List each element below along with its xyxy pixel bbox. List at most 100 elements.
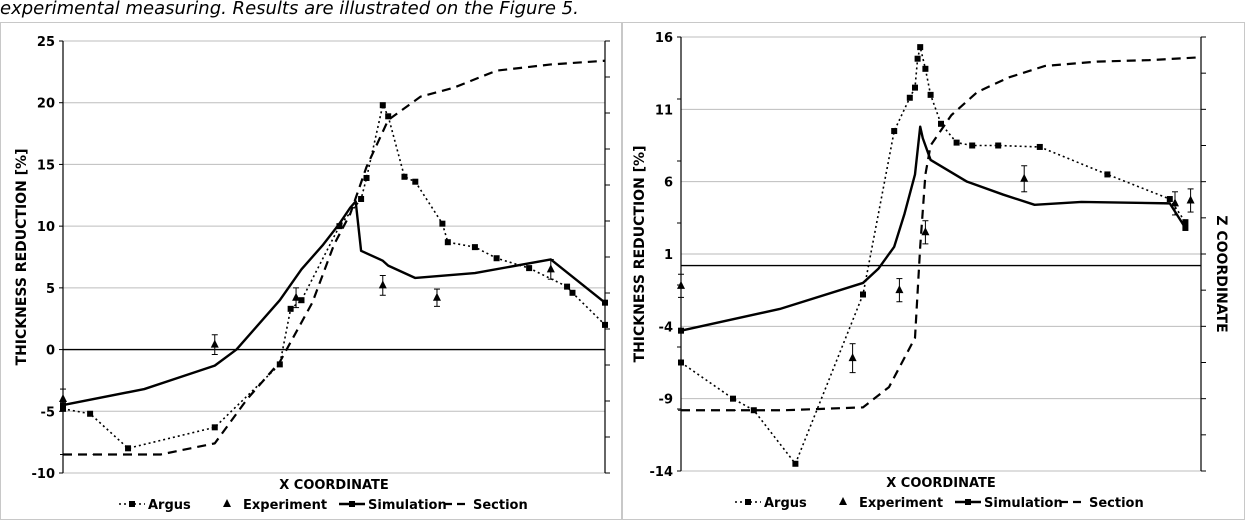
legend-label: Simulation bbox=[984, 496, 1063, 511]
argus-point bbox=[1036, 143, 1043, 150]
argus-point bbox=[906, 94, 913, 101]
argus-point bbox=[401, 173, 408, 180]
argus-point bbox=[564, 283, 571, 290]
argus-point bbox=[125, 445, 132, 452]
argus-point bbox=[914, 55, 921, 62]
experiment-point bbox=[848, 353, 857, 362]
legend-item-simulation: Simulation bbox=[339, 498, 447, 513]
x-axis-title: X COORDINATE bbox=[279, 478, 389, 493]
figure-caption-text: experimental measuring. Results are illu… bbox=[0, 0, 579, 19]
argus-point bbox=[922, 65, 929, 72]
y-tick-label: 25 bbox=[37, 35, 55, 50]
argus-series-line bbox=[62, 104, 606, 450]
simulation-series-line bbox=[680, 125, 1187, 332]
experiment-point bbox=[59, 393, 67, 402]
experiment-point bbox=[921, 227, 930, 236]
y-tick-label: 1 bbox=[664, 248, 673, 263]
legend-swatch-marker bbox=[129, 501, 135, 507]
chart-panel-right: -14 -9 -4 1 6 11 16 THICKNESS REDUCTION [%] Z CO… bbox=[622, 22, 1245, 520]
legend-swatch-marker bbox=[965, 499, 971, 505]
argus-point bbox=[569, 289, 576, 296]
argus-point bbox=[969, 142, 976, 149]
argus-point bbox=[298, 297, 305, 304]
argus-point bbox=[602, 321, 608, 328]
argus-point bbox=[953, 139, 960, 146]
experiment-point bbox=[210, 339, 219, 348]
y-tick-label: -9 bbox=[659, 393, 673, 408]
y2-axis-title: Z COORDINATE bbox=[1213, 215, 1229, 332]
legend-label: Section bbox=[473, 498, 528, 513]
argus-point bbox=[1182, 219, 1189, 226]
y-tick-label: -10 bbox=[32, 467, 56, 482]
y2-axis-title: Z COORDINATE bbox=[617, 218, 621, 335]
y-tick-label: -4 bbox=[659, 320, 673, 335]
argus-point bbox=[358, 195, 365, 202]
y-tick-label: 20 bbox=[37, 97, 55, 112]
argus-point bbox=[276, 361, 283, 368]
thickness-chart-left: -10 -5 0 5 10 15 20 25 THICKNESS REDUCTION [%] Z … bbox=[14, 35, 633, 513]
legend-item-argus: Argus bbox=[735, 496, 807, 511]
experiment-point bbox=[378, 280, 387, 289]
experiment-point bbox=[1171, 198, 1179, 207]
y-tick-label: -5 bbox=[41, 405, 55, 420]
argus-point bbox=[912, 84, 918, 91]
argus-point bbox=[412, 178, 419, 185]
legend-label: Simulation bbox=[368, 498, 447, 513]
argus-point bbox=[730, 395, 736, 402]
simulation-series-line bbox=[62, 200, 606, 407]
y-axis-title: THICKNESS REDUCTION [%] bbox=[14, 149, 30, 366]
legend-item-simulation: Simulation bbox=[955, 496, 1063, 511]
argus-point bbox=[792, 460, 799, 467]
argus-point bbox=[287, 305, 294, 312]
y-tick-label: 11 bbox=[655, 103, 673, 118]
experiment-point bbox=[1020, 173, 1029, 182]
argus-point bbox=[471, 244, 478, 251]
section-series-line bbox=[681, 56, 1202, 412]
x-axis-title: X COORDINATE bbox=[886, 476, 996, 491]
simulation-point bbox=[1182, 224, 1189, 231]
chart-panel-left: -10 -5 0 5 10 15 20 25 THICKNESS REDUCTION [%] Z … bbox=[0, 22, 633, 520]
legend-item-section: Section bbox=[1060, 496, 1144, 511]
argus-series-line bbox=[680, 46, 1187, 465]
experiment-point bbox=[432, 292, 441, 301]
section-series-line bbox=[63, 59, 606, 456]
argus-point bbox=[938, 120, 944, 127]
y-axis-title: THICKNESS REDUCTION [%] bbox=[632, 146, 648, 363]
argus-point bbox=[891, 128, 898, 135]
simulation-point bbox=[678, 327, 684, 334]
y-tick-label: 15 bbox=[37, 158, 55, 173]
argus-point bbox=[493, 255, 500, 262]
legend-item-experiment: Experiment bbox=[839, 496, 943, 511]
argus-point bbox=[211, 424, 218, 431]
argus-point bbox=[336, 223, 343, 230]
argus-point bbox=[917, 44, 924, 51]
experiment-point bbox=[1186, 195, 1195, 204]
argus-point bbox=[526, 265, 533, 272]
legend-swatch-marker bbox=[839, 497, 847, 505]
experiment-point bbox=[895, 285, 904, 294]
legend-swatch-marker bbox=[223, 499, 231, 507]
argus-point bbox=[363, 175, 370, 182]
legend-label: Section bbox=[1089, 496, 1144, 511]
legend-item-experiment: Experiment bbox=[223, 498, 327, 513]
legend-label: Experiment bbox=[859, 496, 943, 511]
argus-point bbox=[439, 220, 446, 227]
argus-point bbox=[1166, 196, 1173, 203]
experiment-point bbox=[292, 292, 301, 301]
argus-point bbox=[87, 410, 94, 417]
experiment-point bbox=[546, 264, 555, 273]
y-tick-label: 5 bbox=[46, 282, 55, 297]
argus-point bbox=[927, 91, 934, 98]
argus-point bbox=[444, 239, 451, 246]
legend-label: Argus bbox=[764, 496, 807, 511]
y-tick-label: 0 bbox=[46, 344, 55, 359]
y-tick-label: 6 bbox=[664, 176, 673, 191]
y-tick-label: -14 bbox=[650, 465, 674, 480]
simulation-point bbox=[60, 402, 66, 409]
argus-point bbox=[995, 142, 1002, 149]
legend-item-section: Section bbox=[444, 498, 528, 513]
legend-swatch-marker bbox=[349, 501, 355, 507]
simulation-point bbox=[602, 299, 608, 306]
legend-swatch-marker bbox=[745, 499, 751, 505]
